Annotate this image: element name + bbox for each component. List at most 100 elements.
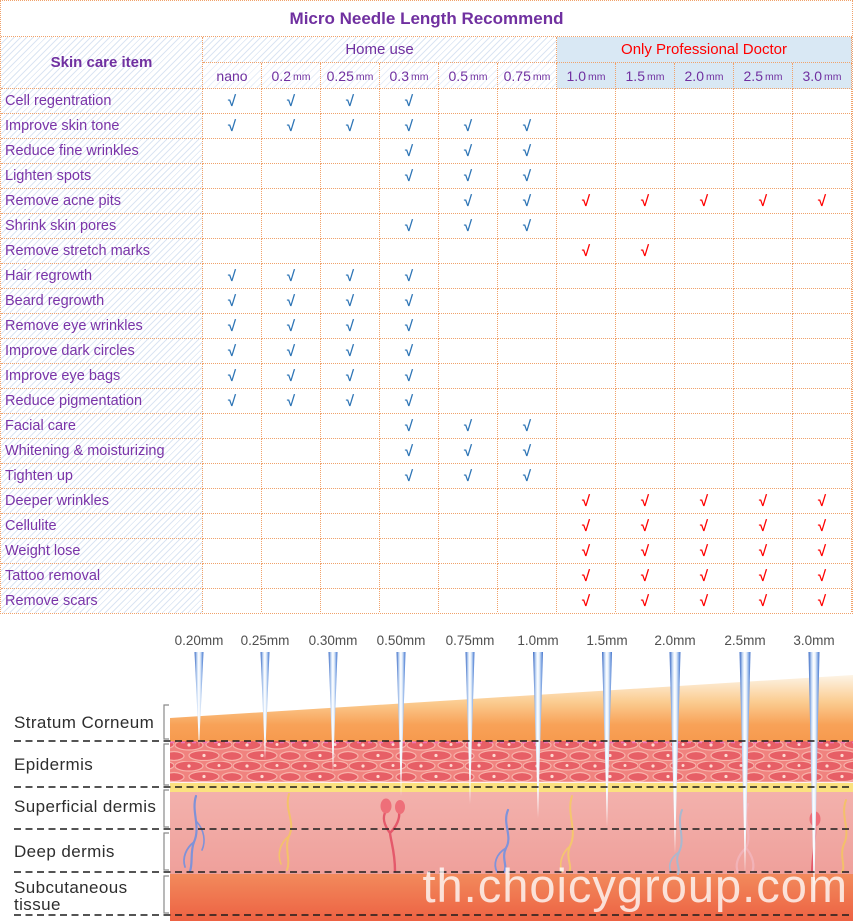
check-cell: √ <box>380 339 439 364</box>
check-cell <box>439 514 498 539</box>
stratum-corneum-surface <box>170 675 853 741</box>
check-cell <box>675 139 734 164</box>
column-header-2.5: 2.5 mm <box>734 63 793 89</box>
needle-0.20mm <box>194 652 204 748</box>
blue-checkmark: √ <box>286 117 296 135</box>
check-cell <box>498 589 557 613</box>
check-cell: √ <box>734 539 793 564</box>
check-cell <box>498 364 557 389</box>
blue-checkmark: √ <box>227 392 237 410</box>
row-label: Beard regrowth <box>1 289 203 314</box>
red-checkmark: √ <box>640 567 650 585</box>
needle-length-label: 3.0mm <box>793 633 834 648</box>
check-cell <box>557 214 616 239</box>
red-checkmark: √ <box>758 192 768 210</box>
check-cell <box>675 339 734 364</box>
blue-checkmark: √ <box>404 367 414 385</box>
check-cell: √ <box>262 114 321 139</box>
watermark-text: th.choicygroup.com <box>422 859 848 912</box>
blue-checkmark: √ <box>522 167 532 185</box>
check-cell <box>734 389 793 414</box>
row-label: Weight lose <box>1 539 203 564</box>
blue-checkmark: √ <box>345 342 355 360</box>
check-cell <box>734 339 793 364</box>
blue-checkmark: √ <box>286 267 296 285</box>
check-cell <box>675 364 734 389</box>
check-cell <box>380 239 439 264</box>
blue-checkmark: √ <box>227 367 237 385</box>
check-cell <box>734 214 793 239</box>
blue-checkmark: √ <box>345 117 355 135</box>
red-checkmark: √ <box>817 517 827 535</box>
check-cell <box>498 489 557 514</box>
check-cell: √ <box>380 414 439 439</box>
red-checkmark: √ <box>640 242 650 260</box>
check-cell: √ <box>380 364 439 389</box>
check-cell <box>734 364 793 389</box>
check-cell: √ <box>616 239 675 264</box>
blue-checkmark: √ <box>404 267 414 285</box>
red-checkmark: √ <box>581 592 591 610</box>
red-checkmark: √ <box>758 567 768 585</box>
check-cell <box>616 139 675 164</box>
blue-checkmark: √ <box>463 192 473 210</box>
check-cell: √ <box>675 514 734 539</box>
check-cell <box>557 364 616 389</box>
check-cell <box>262 489 321 514</box>
red-checkmark: √ <box>581 242 591 260</box>
check-cell: √ <box>439 414 498 439</box>
check-cell <box>793 314 852 339</box>
column-header-0.75: 0.75 mm <box>498 63 557 89</box>
check-cell: √ <box>262 364 321 389</box>
check-cell: √ <box>262 314 321 339</box>
check-cell <box>439 539 498 564</box>
check-cell <box>203 139 262 164</box>
check-cell <box>793 414 852 439</box>
check-cell: √ <box>321 364 380 389</box>
check-cell <box>203 439 262 464</box>
check-cell <box>793 289 852 314</box>
check-cell <box>380 539 439 564</box>
check-cell <box>498 289 557 314</box>
check-cell <box>203 464 262 489</box>
check-cell <box>262 514 321 539</box>
check-cell <box>203 189 262 214</box>
check-cell <box>557 89 616 114</box>
row-label: Hair regrowth <box>1 264 203 289</box>
blue-checkmark: √ <box>522 217 532 235</box>
epidermis-layer <box>170 741 853 783</box>
check-cell: √ <box>498 414 557 439</box>
check-cell <box>203 589 262 613</box>
needle-length-label: 0.20mm <box>175 633 224 648</box>
red-checkmark: √ <box>699 192 709 210</box>
check-cell <box>380 189 439 214</box>
subcutaneous-layer <box>170 874 853 921</box>
check-cell <box>616 214 675 239</box>
blue-checkmark: √ <box>286 317 296 335</box>
check-cell <box>321 214 380 239</box>
check-cell: √ <box>557 514 616 539</box>
red-checkmark: √ <box>640 517 650 535</box>
check-cell <box>616 464 675 489</box>
home-use-group-header: Home use <box>203 37 557 63</box>
check-cell <box>616 164 675 189</box>
check-cell <box>262 239 321 264</box>
needle-2.5mm <box>739 652 751 874</box>
check-cell <box>380 589 439 613</box>
red-checkmark: √ <box>581 542 591 560</box>
check-cell: √ <box>380 89 439 114</box>
check-cell <box>321 414 380 439</box>
needle-0.25mm <box>260 652 270 760</box>
check-cell <box>203 214 262 239</box>
check-cell: √ <box>557 564 616 589</box>
blue-checkmark: √ <box>463 117 473 135</box>
layer-boundary-lines <box>14 740 851 916</box>
check-cell <box>734 289 793 314</box>
check-cell <box>616 439 675 464</box>
row-label: Cellulite <box>1 514 203 539</box>
table-title: Micro Needle Length Recommend <box>1 1 852 37</box>
check-cell <box>793 239 852 264</box>
check-cell <box>498 264 557 289</box>
check-cell: √ <box>734 564 793 589</box>
blue-checkmark: √ <box>404 217 414 235</box>
